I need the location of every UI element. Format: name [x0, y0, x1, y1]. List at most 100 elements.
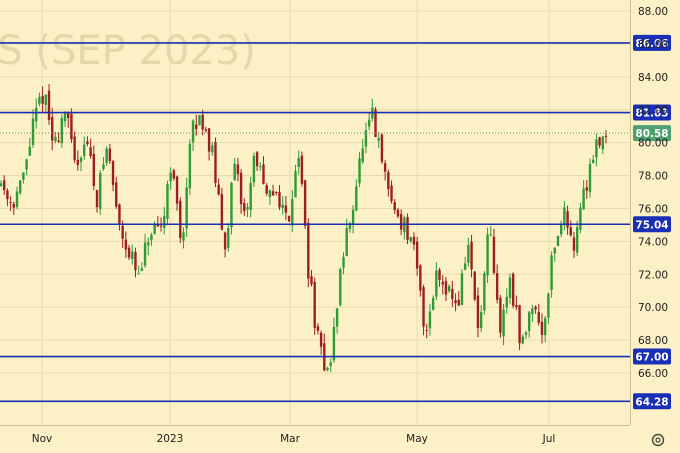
- candle-body: [531, 308, 534, 315]
- candle-body: [505, 296, 508, 308]
- candle-body: [275, 192, 278, 194]
- candle-body: [527, 312, 531, 331]
- y-tick-label: 66.00: [638, 368, 668, 380]
- candle-body: [447, 286, 451, 292]
- candle-body: [172, 170, 176, 179]
- candle-body: [246, 206, 249, 210]
- candle-body: [396, 209, 400, 217]
- candles: [0, 84, 608, 372]
- candle-body: [108, 148, 112, 162]
- candle-body: [0, 183, 3, 187]
- candle-body: [342, 257, 345, 268]
- candle-body: [595, 139, 598, 158]
- x-tick-label: Nov: [32, 433, 53, 445]
- candle-body: [182, 232, 185, 241]
- candle-body: [278, 191, 281, 208]
- candle-body: [198, 114, 201, 126]
- candle-body: [179, 200, 182, 239]
- y-tick-label: 88.00: [638, 6, 668, 18]
- candle-body: [348, 223, 352, 229]
- level-price-tag: [633, 34, 671, 51]
- candle-body: [150, 234, 153, 241]
- candle-body: [236, 164, 240, 175]
- settings-button[interactable]: [651, 433, 665, 447]
- candle-body: [489, 234, 492, 236]
- candle-body: [153, 224, 156, 234]
- candle-body: [582, 188, 585, 210]
- candle-body: [124, 239, 128, 250]
- candle-body: [358, 158, 361, 184]
- candle-body: [380, 134, 384, 162]
- candle-body: [435, 270, 438, 297]
- x-tick-label: Mar: [280, 433, 300, 445]
- candle-body: [262, 164, 265, 184]
- candle-body: [534, 306, 537, 310]
- candle-body: [479, 311, 483, 328]
- candle-body: [249, 182, 252, 211]
- candle-body: [230, 182, 233, 228]
- candle-body: [332, 327, 336, 361]
- candle-body: [121, 225, 124, 239]
- candle-body: [297, 157, 300, 167]
- candle-body: [25, 159, 28, 170]
- candle-body: [35, 107, 38, 122]
- candle-body: [591, 159, 595, 164]
- candle-body: [79, 157, 83, 162]
- candle-body: [99, 173, 102, 209]
- candle-body: [111, 161, 115, 186]
- candle-body: [211, 145, 214, 153]
- level-price-label: 81.83: [635, 108, 668, 120]
- candle-body: [166, 184, 169, 219]
- candle-body: [41, 95, 44, 104]
- y-tick-label: 76.00: [638, 203, 668, 215]
- level-price-label: 67.00: [635, 352, 668, 364]
- candle-body: [499, 297, 502, 333]
- candle-body: [569, 227, 572, 236]
- candle-body: [83, 144, 86, 157]
- level-price-label: 86.06: [635, 38, 668, 50]
- candle-body: [483, 273, 486, 311]
- candle-body: [291, 199, 294, 226]
- candle-body: [457, 299, 460, 306]
- candle-body: [115, 182, 118, 207]
- candle-body: [387, 172, 390, 190]
- candle-body: [579, 207, 582, 230]
- candle-body: [175, 176, 179, 204]
- candle-body: [163, 215, 166, 228]
- candle-body: [604, 135, 608, 137]
- x-tick-label: May: [406, 433, 428, 445]
- candle-body: [508, 277, 512, 299]
- x-tick-label: 2023: [157, 433, 184, 445]
- candle-body: [422, 287, 425, 327]
- y-tick-label: 78.00: [638, 171, 668, 183]
- candle-body: [67, 112, 70, 119]
- candle-body: [15, 191, 19, 207]
- level-price-tag: [633, 348, 671, 365]
- candle-body: [137, 273, 140, 275]
- level-lines: 86.06 81.83 75.04 67.00 64.28 80.58: [0, 34, 671, 410]
- candle-body: [259, 166, 262, 168]
- candle-body: [28, 146, 32, 156]
- candle-body: [566, 211, 569, 228]
- candle-body: [223, 232, 227, 250]
- candle-body: [214, 142, 217, 183]
- candle-body: [383, 163, 387, 172]
- candle-body: [377, 137, 380, 141]
- candle-body: [355, 186, 358, 211]
- candle-body: [227, 228, 230, 248]
- candle-body: [316, 326, 320, 331]
- candle-body: [76, 159, 80, 166]
- x-axis: Nov 2023 Mar May Jul: [0, 425, 630, 445]
- candle-body: [185, 187, 188, 229]
- candle-body: [399, 214, 403, 230]
- candle-body: [559, 224, 563, 235]
- candle-body: [284, 205, 288, 213]
- candle-body: [95, 190, 99, 208]
- candle-body: [409, 237, 412, 242]
- candle-body: [271, 191, 275, 196]
- candle-body: [51, 116, 54, 141]
- y-tick-label: 72.00: [638, 269, 668, 281]
- candle-body: [252, 155, 256, 183]
- candle-body: [268, 190, 272, 197]
- y-tick-label: 86.00: [638, 39, 668, 51]
